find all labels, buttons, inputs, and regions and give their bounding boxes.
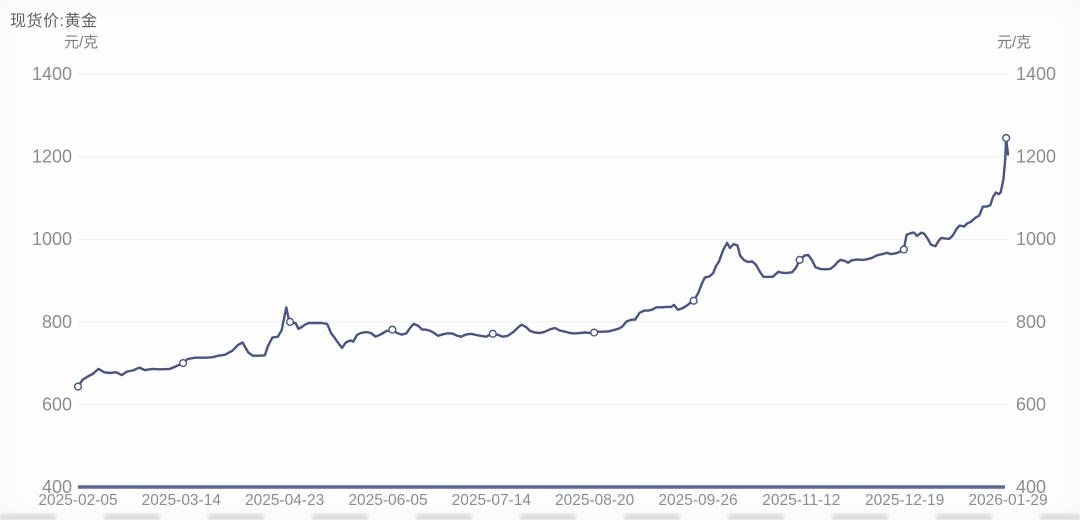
y-axis-label-right-600: 600 — [1016, 394, 1046, 414]
data-point-marker-2025-07-14[interactable] — [488, 329, 497, 338]
y-axis-label-left-400: 400 — [42, 477, 72, 497]
y-axis-label-right-1000: 1000 — [1016, 229, 1056, 249]
y-axis-label-left-600: 600 — [42, 394, 72, 414]
y-axis-unit-left: 元/克 — [64, 34, 99, 51]
data-point-marker-2025-09-26[interactable] — [689, 296, 698, 305]
data-point-marker-2025-06-05[interactable] — [388, 325, 397, 334]
y-axis-label-left-1400: 1400 — [32, 64, 72, 84]
x-axis-label-2025-09-26: 2025-09-26 — [658, 492, 737, 509]
data-point-marker-2025-03-14[interactable] — [178, 359, 188, 368]
chart-title: 现货价:黄金 — [10, 13, 98, 30]
y-axis-label-left-800: 800 — [42, 312, 72, 332]
x-axis-label-2025-06-05: 2025-06-05 — [348, 492, 427, 509]
cropped-text-strip — [0, 514, 1080, 520]
data-point-marker-2026-01-29[interactable] — [1002, 133, 1011, 143]
data-point-marker-2025-11-12[interactable] — [795, 255, 804, 264]
x-axis-label-2026-01-29: 2026-01-29 — [968, 492, 1047, 509]
data-point-marker-2025-12-19[interactable] — [899, 245, 908, 254]
data-point-marker-2025-02-05[interactable] — [73, 382, 83, 391]
data-point-marker-2025-08-20[interactable] — [590, 328, 599, 337]
x-axis-label-2025-07-14: 2025-07-14 — [452, 492, 532, 509]
y-axis-label-left-1200: 1200 — [32, 147, 72, 167]
x-axis-label-2025-08-20: 2025-08-20 — [555, 492, 635, 509]
x-axis-label-2025-02-05: 2025-02-05 — [38, 492, 117, 509]
y-axis-label-right-800: 800 — [1016, 312, 1046, 332]
x-axis-label-2025-12-19: 2025-12-19 — [865, 492, 944, 509]
data-point-marker-2025-04-23[interactable] — [285, 317, 295, 326]
price-line-series[interactable] — [76, 136, 1010, 388]
x-axis-label-2025-03-14: 2025-03-14 — [142, 492, 222, 509]
y-axis-unit-right: 元/克 — [997, 34, 1032, 51]
y-axis-label-left-1000: 1000 — [32, 229, 72, 249]
y-axis-label-right-1400: 1400 — [1016, 64, 1056, 84]
y-axis-label-right-1200: 1200 — [1016, 147, 1056, 167]
x-axis-label-2025-11-12: 2025-11-12 — [762, 492, 840, 509]
y-axis-label-right-400: 400 — [1016, 477, 1046, 497]
x-axis-label-2025-04-23: 2025-04-23 — [245, 492, 324, 509]
